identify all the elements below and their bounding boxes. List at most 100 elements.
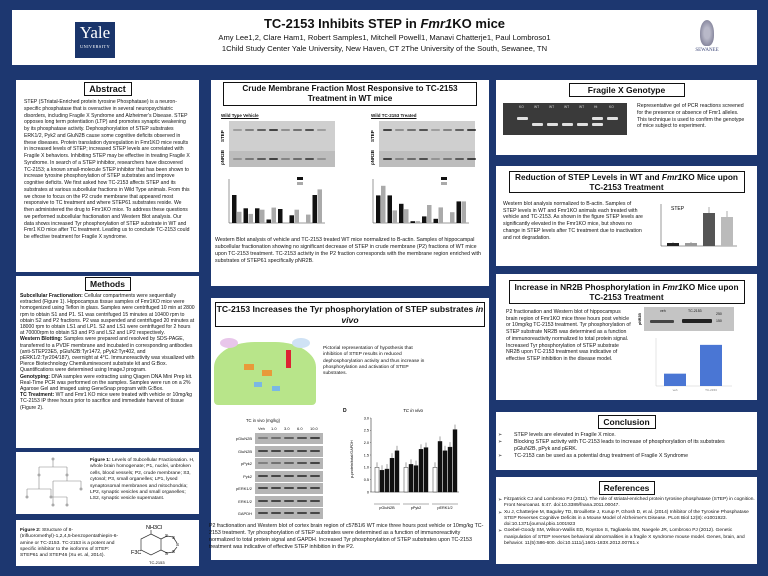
y-tick-label: 2.5	[364, 429, 369, 433]
vehicle-bar	[399, 203, 404, 223]
blot-band	[431, 158, 440, 160]
y-tick-label: 1.0	[364, 466, 369, 470]
nr2b-title: Increase in NR2B Phosphorylation in Fmr1…	[508, 280, 745, 305]
hypothesis-illustration	[214, 338, 316, 405]
svg-text:S: S	[176, 542, 179, 547]
blot-row-label: pNR2B	[220, 149, 225, 165]
figure1-caption: Figure 1: Levels of Subcellular Fraction…	[90, 458, 195, 502]
bar	[437, 441, 443, 493]
conclusion-panel: Conclusion STEP levels are elevated in F…	[496, 412, 757, 470]
lane-label: WT	[564, 105, 570, 109]
crude-membrane-panel: Crude Membrane Fraction Most Responsive …	[211, 80, 489, 286]
tyr-phosphorylation-bar-chart: D TC in vivo p-protein/total/GAPDH 0 0.5 1.0 1…	[343, 408, 459, 510]
gel-band	[592, 117, 603, 120]
blot-band	[317, 129, 326, 131]
right-pnr2b-blot	[379, 151, 476, 167]
tc-bar	[248, 213, 253, 223]
blot-band	[443, 158, 452, 160]
pnr2b-bar-chart: veh TC-2153	[655, 338, 732, 392]
gel-band	[517, 117, 528, 120]
blot-band	[271, 462, 281, 464]
blot-band	[284, 437, 294, 439]
svg-text:S: S	[165, 533, 168, 538]
legend-swatch-tc	[441, 182, 447, 185]
abstract-body: STEP (STriatal-Enriched protein tyrosine…	[24, 99, 190, 240]
gel-band	[562, 123, 573, 126]
abstract-panel: Abstract STEP (STriatal-Enriched protein…	[16, 80, 199, 272]
conclusion-item: STEP levels are elevated in Fragile X mi…	[496, 432, 741, 439]
blot-row-label: pPyk2	[240, 461, 252, 466]
tc-bar	[306, 214, 311, 223]
authors: Amy Lee1,2, Clare Ham1, Robert Samples1,…	[218, 33, 551, 42]
tc-bar	[260, 209, 265, 223]
blot-band	[258, 437, 268, 439]
vehicle-bar	[289, 215, 294, 223]
blot-strip	[255, 483, 323, 494]
blot-band	[284, 512, 294, 514]
methods-item-text: WT and Fmr1 KO mice were treated with ve…	[20, 392, 193, 411]
blot-band	[383, 158, 392, 160]
fractionation-tree-diagram	[25, 457, 83, 507]
affiliations: 1Child Study Center Yale University, New…	[221, 44, 548, 53]
tyr-phosphorylation-panel: TC-2153 Increases the Tyr phosphorylatio…	[209, 298, 489, 560]
tc-bar	[317, 189, 322, 223]
pnr2b-blot: pNR2B veh TC-2153 250 150	[638, 307, 734, 331]
blot-left-title: Wild Type Vehicle	[221, 113, 259, 118]
blot-band	[284, 499, 294, 502]
blot-band	[310, 437, 320, 439]
blot-band	[245, 158, 254, 160]
blot-band	[257, 129, 266, 131]
blot-band	[258, 499, 268, 502]
blot-band	[467, 129, 476, 131]
blot-band	[407, 129, 416, 131]
bar	[447, 446, 453, 493]
blot-strip	[255, 495, 323, 507]
blot-band	[305, 129, 314, 131]
blot-band	[284, 449, 294, 452]
tc-bar	[271, 207, 276, 223]
vehicle-bar	[255, 208, 260, 223]
bar	[452, 429, 458, 493]
step-bar	[685, 243, 697, 246]
blot-band	[284, 487, 294, 489]
bar	[413, 465, 419, 493]
blot-band	[305, 158, 314, 160]
references-panel: References Fitzpatrick CJ and Lombroso P…	[496, 477, 757, 564]
figure2-panel: Figure 2: Structure of 8-(trifluoromethy…	[16, 520, 199, 566]
chart-title: STEP	[671, 206, 685, 212]
blot-band	[258, 474, 268, 477]
lane-label: KO	[609, 105, 614, 109]
group-label: pERK1/2	[437, 506, 452, 510]
bar	[384, 468, 390, 493]
blot-band	[317, 158, 326, 160]
methods-panel: Methods Subcellular Fractionation: Cellu…	[16, 276, 199, 448]
blot-band	[281, 129, 290, 131]
blot-band	[455, 129, 464, 131]
blot-band	[310, 499, 320, 502]
pcr-gel-image: KO WT WT WT WT Ht KO	[503, 103, 627, 135]
sewanee-crest-icon	[700, 20, 714, 46]
x-tick-label: veh	[673, 388, 678, 392]
reduction-title: Reduction of STEP Levels in WT and Fmr1K…	[508, 171, 745, 194]
tc-bar	[404, 209, 409, 223]
blot-band	[419, 158, 428, 160]
blot-row-label: pNR2B	[370, 149, 375, 165]
yale-logo: Yale UNIVERSITY	[75, 22, 115, 58]
references-title: References	[598, 481, 655, 495]
blot-band	[271, 499, 281, 502]
methods-item-text: Samples were prepared and resolved by SD…	[20, 336, 195, 374]
svg-text:TC-2153: TC-2153	[149, 560, 165, 565]
lane-label: WT	[579, 105, 585, 109]
y-tick-label: 2.0	[364, 441, 369, 445]
left-step-blot	[229, 121, 335, 151]
svg-text:F3C: F3C	[131, 550, 141, 556]
reference-item: Xu J, Chatterjee M, Baguley TD, Brouille…	[496, 510, 757, 529]
blot-band	[293, 158, 302, 160]
gel-band	[547, 123, 558, 126]
methods-item-text: Cellular compartments were sequentially …	[20, 293, 195, 337]
vehicle-bar	[232, 195, 237, 223]
blot-band	[419, 129, 428, 131]
vehicle-bar	[422, 216, 427, 223]
dose-label: 1.0	[271, 426, 277, 431]
blot-band	[310, 512, 320, 514]
